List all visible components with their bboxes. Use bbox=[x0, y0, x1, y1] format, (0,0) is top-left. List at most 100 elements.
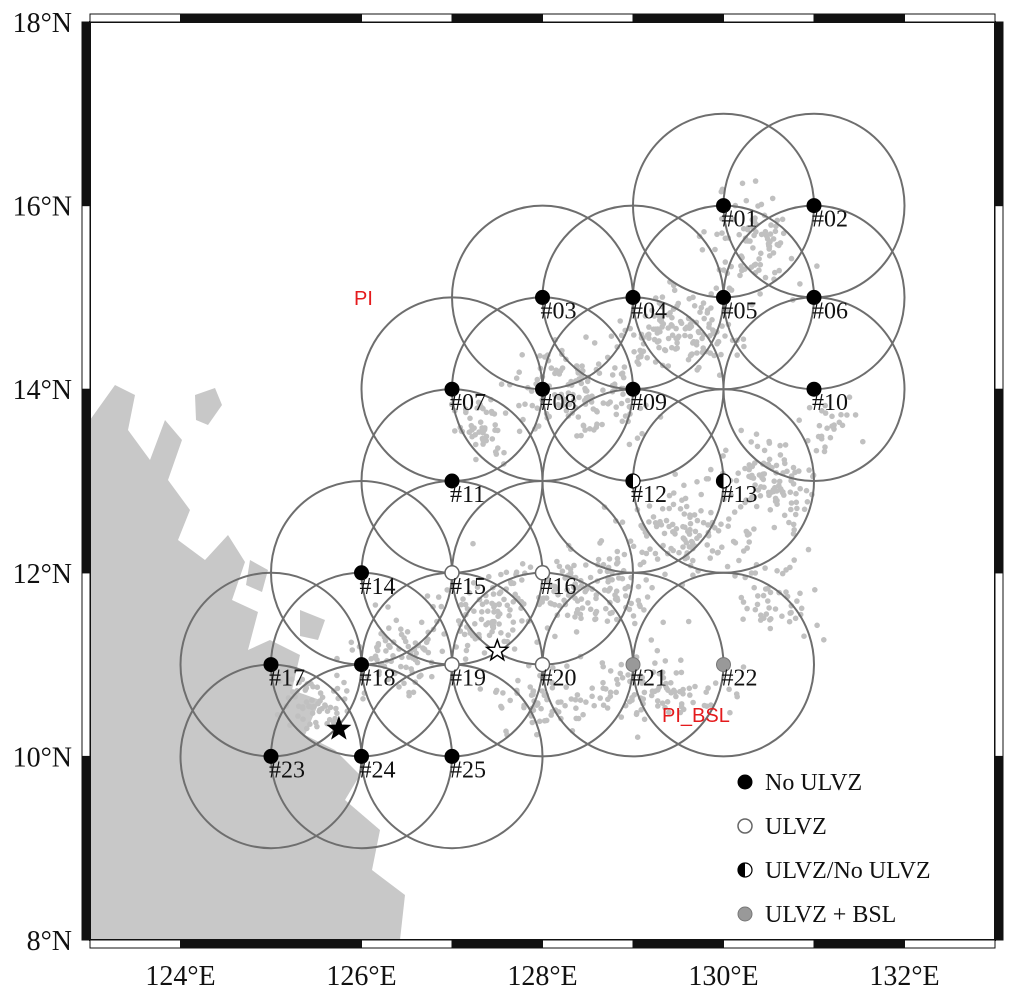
data-point bbox=[341, 679, 347, 686]
data-point bbox=[662, 347, 669, 354]
data-point bbox=[539, 597, 545, 603]
bin-label: #19 bbox=[450, 666, 486, 692]
data-point bbox=[694, 535, 700, 542]
data-point bbox=[672, 471, 678, 478]
data-point bbox=[489, 436, 496, 442]
data-point bbox=[572, 697, 579, 703]
data-point bbox=[753, 503, 760, 510]
data-point bbox=[762, 274, 769, 281]
data-point bbox=[513, 569, 520, 575]
data-point bbox=[801, 506, 808, 513]
data-point bbox=[607, 668, 614, 674]
data-point bbox=[480, 430, 486, 436]
no-ulvz-marker bbox=[625, 289, 641, 305]
data-point bbox=[309, 710, 316, 716]
frame-segment-top bbox=[451, 13, 543, 23]
data-point bbox=[712, 246, 718, 253]
data-point bbox=[600, 400, 607, 406]
data-point bbox=[565, 390, 572, 396]
data-point bbox=[625, 672, 631, 678]
data-point bbox=[690, 572, 696, 578]
data-point bbox=[466, 590, 473, 596]
data-point bbox=[618, 400, 625, 407]
data-point bbox=[822, 444, 828, 450]
data-point bbox=[296, 679, 302, 686]
data-point bbox=[686, 296, 692, 302]
data-point bbox=[666, 523, 672, 530]
data-point bbox=[642, 313, 649, 319]
ulvz-bsl-marker bbox=[625, 657, 641, 673]
data-point bbox=[506, 612, 512, 619]
data-point bbox=[766, 253, 773, 259]
data-point bbox=[478, 616, 485, 623]
data-point bbox=[348, 639, 355, 646]
data-point bbox=[590, 406, 597, 412]
data-point bbox=[516, 428, 523, 435]
data-point bbox=[481, 650, 488, 656]
data-point bbox=[617, 318, 623, 324]
data-point bbox=[782, 460, 788, 467]
data-point bbox=[455, 618, 462, 624]
data-point bbox=[742, 465, 748, 472]
data-point bbox=[607, 689, 614, 696]
data-point bbox=[644, 355, 650, 361]
data-point bbox=[333, 705, 339, 712]
data-point bbox=[786, 618, 793, 625]
data-point bbox=[640, 696, 647, 702]
data-point bbox=[797, 485, 803, 492]
data-point bbox=[736, 231, 742, 238]
data-point bbox=[469, 433, 475, 440]
data-point bbox=[648, 637, 655, 643]
data-point bbox=[752, 482, 758, 488]
data-point bbox=[761, 447, 768, 454]
data-point bbox=[764, 236, 771, 242]
bin-label: #02 bbox=[812, 207, 848, 233]
frame-segment-top bbox=[542, 13, 634, 23]
half-marker-fill bbox=[738, 863, 745, 877]
data-point bbox=[564, 564, 571, 570]
data-point bbox=[519, 618, 525, 624]
data-point bbox=[710, 327, 716, 333]
data-point bbox=[690, 340, 696, 346]
bin-label: #14 bbox=[360, 574, 396, 600]
x-tick-label: 124°E bbox=[145, 961, 215, 992]
data-point bbox=[527, 564, 534, 570]
frame-segment-top bbox=[904, 13, 996, 23]
data-point bbox=[716, 372, 723, 379]
half-marker-fill bbox=[626, 474, 633, 488]
data-point bbox=[767, 625, 774, 632]
data-point bbox=[541, 692, 548, 699]
data-point bbox=[726, 686, 732, 693]
data-point bbox=[349, 647, 356, 653]
data-point bbox=[570, 391, 576, 398]
data-point bbox=[774, 497, 780, 504]
bin-label: #05 bbox=[722, 298, 758, 324]
land-mass-island-d bbox=[232, 690, 258, 722]
data-point bbox=[584, 388, 590, 394]
data-point bbox=[671, 490, 677, 496]
open-star-icon bbox=[484, 637, 510, 662]
data-point bbox=[603, 605, 609, 612]
data-point bbox=[751, 526, 757, 532]
data-point bbox=[626, 441, 633, 448]
data-point bbox=[686, 531, 693, 537]
data-point bbox=[534, 731, 540, 738]
data-point bbox=[549, 685, 556, 691]
data-point bbox=[765, 489, 772, 496]
data-point bbox=[559, 365, 566, 371]
ulvz-bsl-marker bbox=[716, 657, 731, 673]
bin-label: #21 bbox=[631, 666, 667, 692]
bin-label: #01 bbox=[722, 207, 758, 233]
data-point bbox=[620, 374, 627, 381]
data-point bbox=[666, 492, 673, 499]
data-point bbox=[404, 629, 411, 635]
data-point bbox=[477, 419, 484, 426]
data-point bbox=[687, 333, 694, 340]
data-point bbox=[603, 686, 609, 692]
data-point bbox=[723, 447, 729, 454]
data-point bbox=[519, 352, 525, 358]
frame-segment-bottom bbox=[542, 939, 634, 949]
data-point bbox=[463, 647, 470, 654]
data-point bbox=[715, 339, 721, 345]
data-point bbox=[498, 381, 505, 388]
